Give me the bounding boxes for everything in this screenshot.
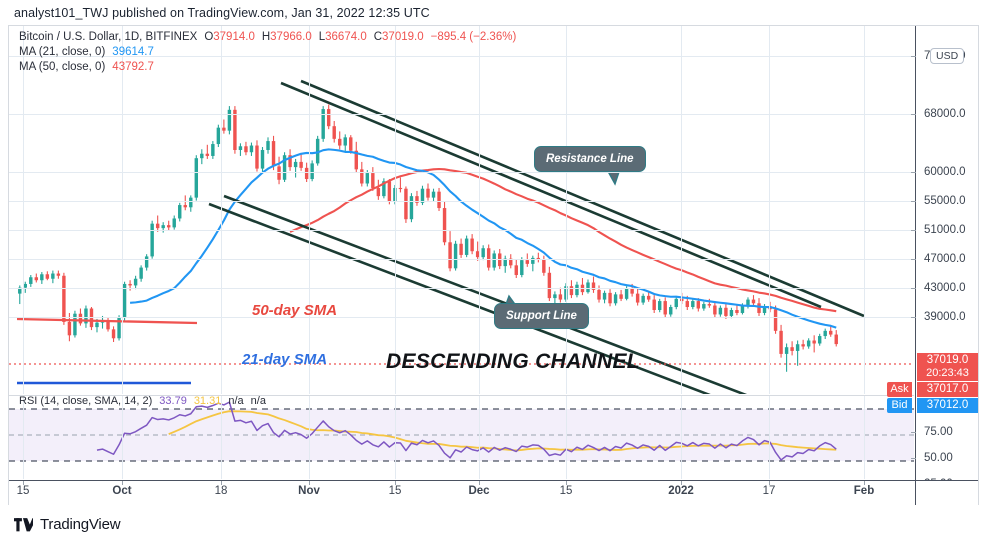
rsi-legend-title: RSI (14, close, SMA, 14, 2) (19, 395, 153, 407)
last-price-value: 37019.0 (926, 354, 969, 366)
ma21-line (130, 148, 837, 329)
last-price-tag: 37019.0 20:23:43 (917, 353, 978, 381)
ma50-line (289, 167, 837, 313)
candlestick-series (18, 104, 838, 372)
bar-countdown: 20:23:43 (926, 367, 969, 379)
gridline-v (864, 26, 865, 394)
rsi-legend-sma-value: 31.31 (193, 395, 222, 407)
price-axis-label: 43000.0 (924, 282, 966, 294)
price-axis-label: 47000.0 (924, 253, 966, 265)
price-series-svg (9, 79, 914, 394)
gridline-v (681, 26, 682, 394)
time-axis-label: Nov (298, 485, 320, 497)
gridline-v (479, 26, 480, 394)
gridline-v (122, 396, 123, 479)
rsi-axis-label: 75.00 (924, 426, 953, 438)
gridline-h (9, 288, 914, 289)
rsi-series-svg (9, 401, 914, 462)
gridline-v (864, 396, 865, 479)
rsi-legend: RSI (14, close, SMA, 14, 2) 33.79 31.31 n/a… (19, 395, 266, 407)
resistance-line-callout[interactable]: Resistance Line (534, 146, 646, 172)
tradingview-logo-icon (14, 517, 33, 531)
time-axis-label: 15 (559, 485, 573, 497)
sma21-annotation: 21-day SMA (242, 351, 328, 368)
ask-price-tag: 37017.0 (917, 382, 978, 397)
gridline-v (221, 26, 222, 394)
rsi-line (96, 401, 837, 461)
rsi-axis-label: 50.00 (924, 452, 953, 464)
time-axis-label: Oct (112, 485, 132, 497)
gridline-h (9, 230, 914, 231)
gridline-v (395, 396, 396, 479)
price-axis-label: 51000.0 (924, 224, 966, 236)
descending-channel-annotation: DESCENDING CHANNEL (386, 350, 640, 373)
time-axis-label: 2022 (668, 485, 694, 497)
gridline-h (9, 259, 914, 260)
price-axis-label: 55000.0 (924, 195, 966, 207)
rsi-legend-value: 33.79 (159, 395, 187, 407)
time-axis[interactable]: 15 Oct 18 Nov 15 Dec 15 2022 17 Feb (9, 480, 978, 505)
gridline-v (309, 26, 310, 394)
gridline-h (9, 317, 914, 318)
bid-price-tag: 37012.0 (917, 398, 978, 413)
gridline-v (395, 26, 396, 394)
rsi-legend-band-upper: n/a (228, 395, 244, 407)
time-axis-label: 15 (388, 485, 402, 497)
currency-badge[interactable]: USD (930, 48, 965, 64)
price-pane[interactable]: Resistance Line Support Line 50-day SMA … (9, 26, 914, 394)
gridline-v (769, 26, 770, 394)
red-horizontal-level (16, 317, 198, 325)
gridline-v (221, 396, 222, 479)
gridline-v (23, 396, 24, 479)
gridline-h (9, 114, 914, 115)
gridline-v (122, 26, 123, 394)
gridline-h (9, 56, 914, 57)
resistance-trendline-lower (280, 81, 822, 309)
gridline-v (23, 26, 24, 394)
gridline-v (479, 396, 480, 479)
price-axis-label: 39000.0 (924, 311, 966, 323)
gridline-v (681, 396, 682, 479)
rsi-legend-band-lower: n/a (250, 395, 266, 407)
time-axis-label: 18 (214, 485, 228, 497)
bid-label-chip: Bid (887, 398, 912, 413)
price-axis-label: 60000.0 (924, 166, 966, 178)
gridline-h (9, 201, 914, 202)
gridline-h (9, 172, 914, 173)
gridline-v (769, 396, 770, 479)
time-axis-label: 15 (16, 485, 30, 497)
attribution-text: analyst101_TWJ published on TradingView.… (14, 6, 430, 20)
gridline-v (566, 26, 567, 394)
ask-label-chip: Ask (887, 382, 912, 397)
tradingview-brand: TradingView (40, 516, 121, 533)
tradingview-footer: TradingView (14, 516, 121, 533)
chart-frame: Resistance Line Support Line 50-day SMA … (8, 25, 979, 505)
price-axis-label: 68000.0 (924, 108, 966, 120)
resistance-trendline (300, 79, 865, 318)
time-axis-label: Feb (853, 485, 875, 497)
time-axis-label: 17 (762, 485, 776, 497)
gridline-v (309, 396, 310, 479)
rsi-pane[interactable]: RSI (14, close, SMA, 14, 2) 33.79 31.31 n/a… (9, 395, 914, 479)
sma50-annotation: 50-day SMA (252, 302, 338, 319)
gridline-v (566, 396, 567, 479)
price-axis[interactable]: 76000.0 68000.0 60000.0 55000.0 51000.0 … (911, 26, 978, 490)
time-axis-label: Dec (468, 485, 490, 497)
support-line-callout[interactable]: Support Line (494, 303, 589, 329)
